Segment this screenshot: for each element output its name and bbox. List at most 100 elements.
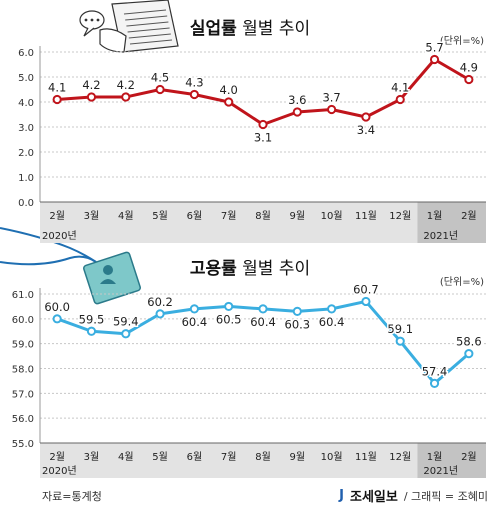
unemployment-chart: (단위=%) 0.0 1.0 2.0 3.0 4.0 5.0 6.0 2월 3월 4월 5월 6월 7월 8… bbox=[18, 34, 486, 243]
unemployment-xtick-label: 3월 bbox=[84, 210, 100, 222]
unemployment-data-label: 4.0 bbox=[220, 83, 238, 97]
employment-ytick-label: 59.0 bbox=[12, 340, 34, 351]
unemployment-ytick-label: 3.0 bbox=[18, 123, 34, 134]
newspaper-line bbox=[123, 9, 167, 15]
unemployment-xtick-label: 9월 bbox=[290, 210, 306, 222]
employment-data-point bbox=[395, 336, 405, 346]
employment-unit-label: (단위=%) bbox=[440, 275, 484, 288]
employment-data-point bbox=[258, 304, 268, 314]
unemployment-data-label: 4.1 bbox=[48, 81, 66, 95]
employment-ytick-label: 56.0 bbox=[12, 414, 34, 425]
unemployment-data-point bbox=[361, 112, 371, 122]
unemployment-data-label: 4.2 bbox=[117, 78, 135, 92]
unemployment-data-label: 3.6 bbox=[288, 93, 306, 107]
unemployment-data-point bbox=[224, 97, 234, 107]
unemployment-ytick-label: 0.0 bbox=[18, 198, 34, 209]
employment-xtick-label: 10월 bbox=[321, 451, 343, 463]
unemployment-data-label: 4.3 bbox=[185, 76, 203, 90]
unemployment-title-bold: 실업률 bbox=[190, 19, 237, 39]
speech-dot bbox=[96, 18, 100, 22]
newspaper-line bbox=[126, 21, 169, 27]
unemployment-data-label: 3.1 bbox=[254, 131, 272, 145]
employment-data-point bbox=[361, 296, 371, 307]
speech-bubble-tail bbox=[83, 27, 95, 37]
unemployment-data-point bbox=[292, 107, 302, 117]
unemployment-data-point bbox=[189, 89, 199, 100]
unemployment-xtick-label: 4월 bbox=[118, 210, 134, 222]
unemployment-data-label: 4.1 bbox=[391, 81, 409, 95]
lanyard-string bbox=[0, 255, 97, 266]
employment-ytick-label: 60.0 bbox=[12, 315, 34, 326]
unemployment-data-point bbox=[86, 92, 97, 102]
unemployment-data-point bbox=[258, 119, 268, 130]
unemployment-data-label: 4.5 bbox=[151, 71, 169, 85]
employment-data-label: 60.5 bbox=[216, 312, 242, 326]
unemployment-ytick-label: 1.0 bbox=[18, 173, 34, 184]
employment-year-2021: 2021년 bbox=[423, 465, 458, 477]
employment-data-point bbox=[429, 378, 440, 388]
unemployment-xtick-label: 6월 bbox=[187, 210, 203, 222]
newspaper-line bbox=[125, 15, 168, 21]
unemployment-ytick-label: 6.0 bbox=[18, 48, 34, 59]
employment-axis-band-2020 bbox=[40, 443, 418, 478]
employment-data-point bbox=[464, 349, 474, 359]
employment-xtick-label: 4월 bbox=[118, 451, 134, 463]
unemployment-xtick-label: 2월 bbox=[49, 210, 65, 222]
employment-data-label: 59.1 bbox=[387, 322, 413, 336]
employment-ytick-label: 61.0 bbox=[12, 290, 34, 301]
footer: 자료=통계청 J 조세일보 / 그래픽 = 조혜미 bbox=[0, 478, 500, 507]
employment-data-point bbox=[121, 329, 131, 339]
newspaper-line bbox=[127, 27, 170, 33]
unemployment-data-point bbox=[464, 74, 474, 85]
employment-xtick-label: 7월 bbox=[221, 451, 237, 463]
brand-name: 조세일보 bbox=[350, 490, 398, 505]
unemployment-unit-label: (단위=%) bbox=[440, 34, 484, 47]
employment-xtick-label: 2월 bbox=[461, 451, 477, 463]
employment-data-label: 57.4 bbox=[422, 364, 448, 378]
id-card-illustration bbox=[0, 227, 141, 305]
employment-data-point bbox=[224, 301, 234, 312]
unemployment-data-point bbox=[52, 94, 62, 105]
unemployment-year-2020: 2020년 bbox=[42, 230, 77, 242]
unemployment-xtick-label: 11월 bbox=[355, 210, 377, 222]
brand-logo-icon: J bbox=[339, 488, 345, 503]
employment-axis-band-2021 bbox=[417, 443, 486, 478]
employment-data-label: 60.4 bbox=[319, 315, 345, 329]
unemployment-ytick-label: 2.0 bbox=[18, 148, 34, 159]
unemployment-data-label: 4.2 bbox=[82, 78, 100, 92]
unemployment-title: 실업률 월별 추이 bbox=[190, 19, 310, 39]
speech-dot bbox=[90, 18, 94, 22]
chart-canvas: 실업률 월별 추이 (단위=%) 0.0 1.0 2.0 3.0 4.0 5.0 6.0 2월 3월… bbox=[0, 0, 486, 478]
unemployment-xtick-label: 12월 bbox=[389, 210, 411, 222]
unemployment-data-label: 3.4 bbox=[357, 123, 375, 137]
employment-xtick-label: 6월 bbox=[187, 451, 203, 463]
employment-data-label: 60.0 bbox=[44, 300, 70, 314]
unemployment-ytick-label: 4.0 bbox=[18, 98, 34, 109]
unemployment-xtick-label: 8월 bbox=[255, 210, 271, 222]
employment-title-rest: 월별 추이 bbox=[237, 259, 310, 279]
employment-data-label: 59.4 bbox=[113, 315, 139, 329]
employment-data-point bbox=[52, 314, 62, 324]
credit: J 조세일보 / 그래픽 = 조혜미 bbox=[339, 486, 488, 505]
employment-data-label: 60.7 bbox=[353, 282, 379, 296]
unemployment-data-label: 4.9 bbox=[460, 61, 478, 75]
unemployment-xtick-label: 2월 bbox=[461, 210, 477, 222]
employment-ytick-label: 58.0 bbox=[12, 365, 34, 376]
employment-data-point bbox=[327, 304, 337, 314]
unemployment-xtick-label: 1월 bbox=[427, 210, 443, 222]
unemployment-axis-band-2021 bbox=[417, 202, 486, 243]
newspaper-line bbox=[129, 39, 173, 45]
newspaper-illustration bbox=[79, 0, 179, 53]
speech-dot bbox=[84, 18, 88, 22]
unemployment-data-point bbox=[429, 54, 440, 65]
employment-data-label: 60.2 bbox=[147, 295, 173, 309]
unemployment-axis-band-2020 bbox=[40, 202, 418, 243]
unemployment-data-label: 5.7 bbox=[425, 41, 443, 55]
newspaper-line bbox=[128, 33, 171, 39]
employment-xtick-label: 11월 bbox=[355, 451, 377, 463]
employment-data-label: 60.3 bbox=[285, 317, 311, 331]
employment-data-point bbox=[189, 304, 199, 314]
employment-xtick-label: 12월 bbox=[389, 451, 411, 463]
unemployment-data-label: 3.7 bbox=[322, 91, 340, 105]
